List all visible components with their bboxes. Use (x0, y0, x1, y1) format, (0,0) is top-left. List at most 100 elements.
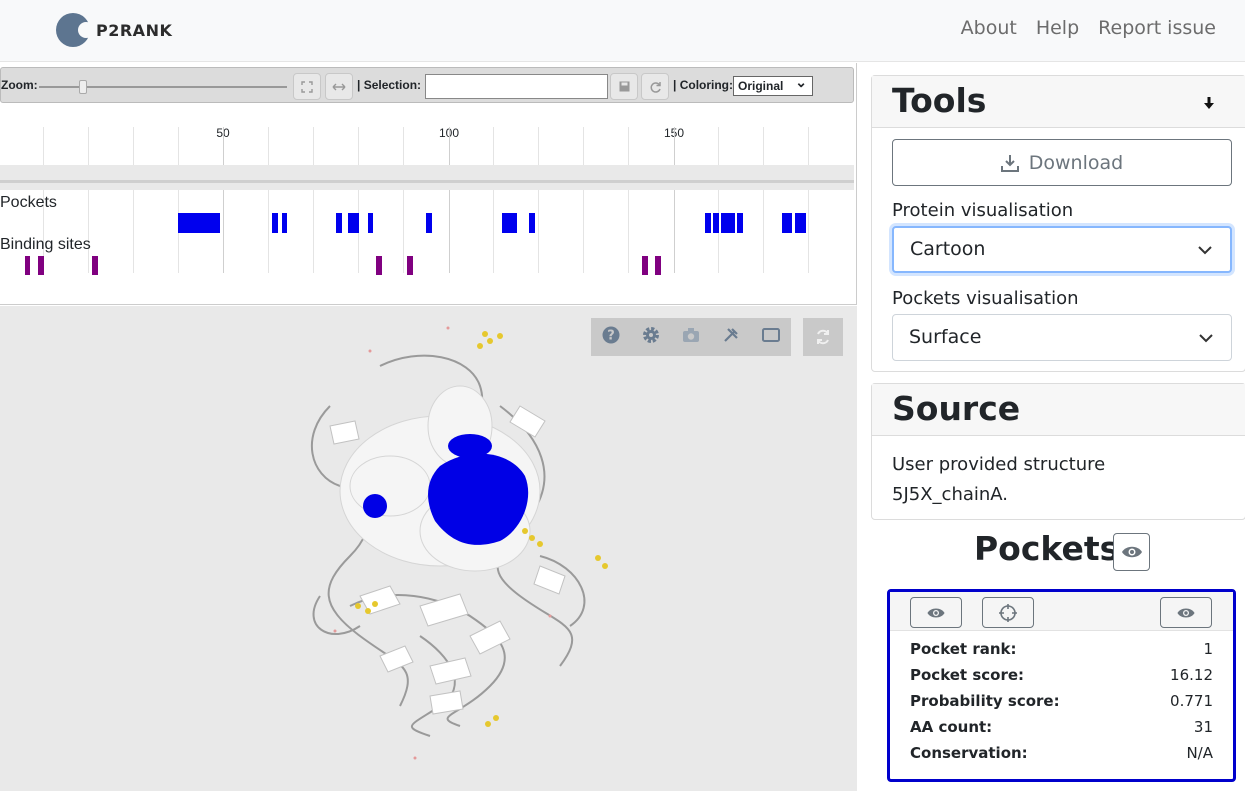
toggle-pocket-surface-button[interactable] (1160, 597, 1212, 628)
floppy-icon (619, 81, 629, 92)
expand-viewport-icon[interactable] (751, 327, 791, 347)
aa-count-value: 31 (1193, 718, 1213, 736)
sequence-band-line (0, 180, 854, 183)
crosshair-icon (999, 603, 1017, 622)
navbar: P2RANK About Help Report issue (0, 0, 1245, 62)
pocket-segment[interactable] (737, 213, 743, 233)
pocket-segment[interactable] (713, 213, 719, 233)
gridline (268, 127, 269, 273)
pocket-card: Pocket rank: 1 Pocket score: 16.12 Proba… (887, 589, 1236, 782)
reset-view-icon[interactable] (803, 318, 843, 356)
pocket-segment[interactable] (782, 213, 792, 233)
toggle-pocket-button[interactable] (910, 597, 962, 628)
toggle-all-pockets-button[interactable] (1113, 533, 1150, 571)
pocket-score-value: 16.12 (1170, 666, 1213, 684)
arrow-down-icon[interactable] (1203, 95, 1215, 114)
track-label-pockets: Pockets (0, 194, 57, 211)
protein-vis-value: Cartoon (910, 238, 986, 260)
binding-site-segment[interactable] (407, 256, 413, 275)
zoom-slider-thumb[interactable] (79, 80, 87, 94)
cycle-selection-button[interactable] (641, 73, 669, 100)
pocket-segment[interactable] (348, 213, 359, 233)
pocket-segment[interactable] (282, 213, 287, 233)
save-selection-button[interactable] (610, 73, 638, 100)
tools-icon[interactable] (711, 326, 751, 349)
refresh-icon (650, 82, 661, 93)
tools-title: Tools (892, 81, 987, 120)
gridline (133, 127, 134, 273)
binding-site-segment[interactable] (38, 256, 44, 275)
pocket-score-row: Pocket score: 16.12 (910, 666, 1213, 684)
p2rank-logo[interactable]: P2RANK (56, 13, 172, 47)
gridline (718, 127, 719, 273)
source-line-1: User provided structure (892, 454, 1106, 475)
aa-count-key: AA count: (910, 718, 993, 736)
pocket-segment[interactable] (368, 213, 373, 233)
eye-icon (1121, 546, 1142, 558)
sequence-viewer: Zoom: | Selection: | Coloring: Original … (0, 63, 857, 354)
gridline (628, 127, 629, 273)
conservation-key: Conservation: (910, 744, 1028, 762)
pocket-rank-value: 1 (1203, 640, 1213, 658)
source-title: Source (892, 389, 1021, 428)
pocket-rank-row: Pocket rank: 1 (910, 640, 1213, 658)
pocket-segment[interactable] (529, 213, 535, 233)
pocket-segment[interactable] (705, 213, 711, 233)
horizontal-arrows-icon (332, 83, 346, 91)
gridline (403, 127, 404, 273)
download-button[interactable]: Download (892, 139, 1232, 186)
gridline-major (223, 127, 224, 273)
zoom-slider-track[interactable] (39, 86, 287, 88)
download-label: Download (1028, 151, 1124, 174)
pocket-card-buttons (890, 592, 1233, 631)
help-icon[interactable]: ? (591, 326, 631, 349)
pocket-segment[interactable] (178, 213, 220, 233)
nav-link-help[interactable]: Help (1035, 17, 1080, 39)
nav-link-report-issue[interactable]: Report issue (1098, 17, 1216, 39)
gridline (178, 127, 179, 273)
probability-score-value: 0.771 (1170, 692, 1213, 710)
pockets-vis-select[interactable]: Surface (892, 314, 1232, 361)
pockets-vis-value: Surface (909, 326, 982, 348)
gridline (88, 127, 89, 273)
viewer-toolbar: ? (591, 318, 791, 356)
chevron-down-icon (1199, 315, 1213, 360)
binding-site-segment[interactable] (92, 256, 98, 275)
conservation-row: Conservation: N/A (910, 744, 1213, 762)
tools-card: Tools Download Protein visualisation Car… (871, 75, 1245, 372)
pocket-segment[interactable] (502, 213, 517, 233)
focus-pocket-button[interactable] (982, 597, 1034, 628)
binding-site-segment[interactable] (655, 256, 661, 275)
gridline (763, 127, 764, 273)
pockets-vis-label: Pockets visualisation (892, 288, 1079, 309)
binding-site-segment[interactable] (376, 256, 382, 275)
tools-card-header[interactable]: Tools (872, 76, 1245, 128)
gridline-major (449, 127, 450, 273)
aa-count-row: AA count: 31 (910, 718, 1213, 736)
protein-vis-select[interactable]: Cartoon (892, 226, 1232, 273)
nav-link-about[interactable]: About (960, 17, 1017, 39)
logo-icon (56, 13, 94, 47)
protein-vis-label: Protein visualisation (892, 200, 1074, 221)
gridline-major (674, 127, 675, 273)
source-card: Source User provided structure 5J5X_chai… (871, 383, 1245, 520)
camera-icon[interactable] (671, 327, 711, 348)
reset-width-button[interactable] (325, 73, 353, 100)
pocket-segment[interactable] (272, 213, 278, 233)
sequence-ruler: 50 100 150 (0, 123, 854, 273)
binding-site-segment[interactable] (25, 256, 30, 275)
pocket-segment[interactable] (795, 213, 806, 233)
pocket-segment[interactable] (426, 213, 432, 233)
pocket-segment[interactable] (721, 213, 735, 233)
coloring-select[interactable]: Original (733, 73, 813, 96)
binding-site-segment[interactable] (642, 256, 648, 275)
molecule-viewer[interactable]: ? (0, 306, 857, 791)
selection-input[interactable] (425, 74, 608, 99)
gridline (358, 127, 359, 273)
gear-icon[interactable] (631, 326, 671, 349)
source-text: User provided structure 5J5X_chainA. (892, 450, 1105, 510)
chevron-down-icon (1198, 228, 1212, 271)
pocket-segment[interactable] (336, 213, 342, 233)
gridline (493, 127, 494, 273)
fit-zoom-button[interactable] (293, 73, 321, 100)
